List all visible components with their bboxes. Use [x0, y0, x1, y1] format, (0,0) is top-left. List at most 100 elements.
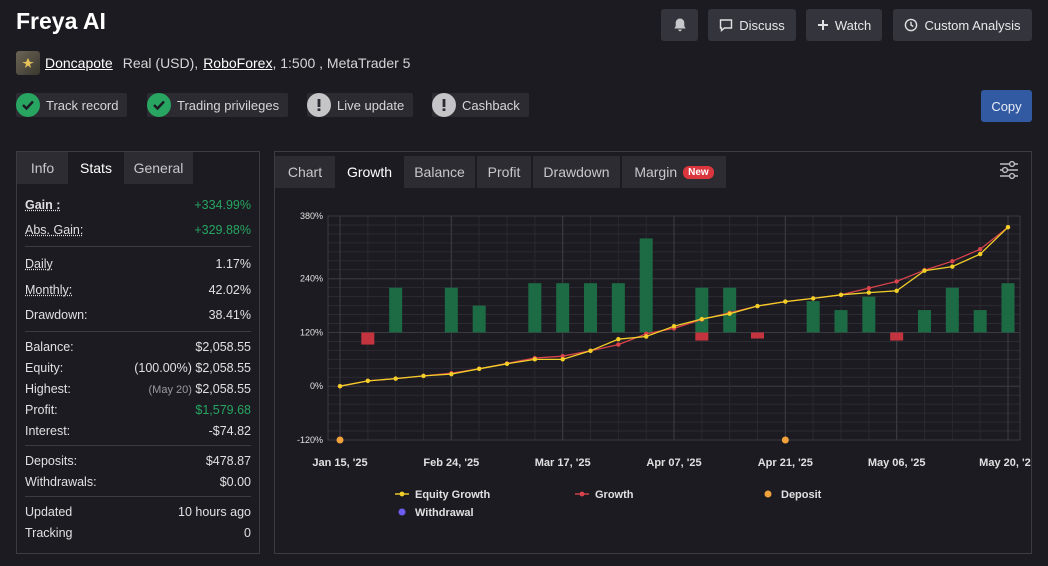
legend-label: Equity Growth: [415, 489, 490, 501]
highest-value: $2,058.55: [195, 381, 251, 396]
drawdown-value: 38.41%: [208, 308, 251, 322]
account-user-link[interactable]: Doncapote: [45, 55, 113, 71]
custom-analysis-label: Custom Analysis: [924, 17, 1021, 33]
legend-label: Growth: [595, 489, 634, 501]
tab-margin-label: Margin: [634, 164, 678, 180]
badge-track-record[interactable]: Track record: [16, 93, 128, 117]
bar-positive: [973, 310, 987, 333]
equity-label: Equity:: [25, 360, 64, 375]
highest-label: Highest:: [25, 381, 71, 396]
equity-point: [783, 299, 788, 304]
equity-point: [532, 357, 538, 362]
tab-growth[interactable]: Growth: [337, 156, 402, 188]
bar-positive: [389, 287, 403, 333]
tab-general[interactable]: General: [124, 152, 193, 184]
stats-panel: Info Stats General Gain : +334.99% Abs. …: [16, 151, 260, 554]
stat-highest: Highest: (May 20) $2,058.55: [25, 378, 251, 399]
equity-point: [699, 316, 705, 322]
eagle-icon: [22, 58, 34, 68]
badge-cashback[interactable]: Cashback: [432, 93, 529, 117]
new-badge: New: [683, 165, 714, 179]
gain-value: +334.99%: [194, 197, 251, 212]
broker-link[interactable]: RoboForex: [203, 55, 273, 71]
notification-button[interactable]: [661, 9, 698, 41]
bar-positive: [862, 296, 876, 333]
x-tick-label: Apr 21, '25: [758, 457, 813, 469]
chart-settings-button[interactable]: [998, 160, 1020, 183]
equity-point: [810, 296, 816, 301]
growth-point: [977, 246, 983, 252]
tab-chart[interactable]: Chart: [275, 156, 335, 188]
equity-point: [476, 366, 482, 371]
deposits-label: Deposits:: [25, 453, 78, 468]
badge-trading-privileges[interactable]: Trading privileges: [147, 93, 289, 117]
bar-positive: [584, 283, 597, 333]
page-title: Freya AI: [16, 8, 106, 34]
exclamation-icon: [432, 93, 456, 117]
equity-point: [1005, 225, 1011, 230]
check-icon: [147, 93, 171, 117]
equity-point: [337, 384, 343, 389]
equity-point: [894, 288, 899, 294]
bar-positive: [556, 283, 570, 333]
bar-negative: [361, 332, 375, 345]
account-info: Doncapote Real (USD), RoboForex , 1:500 …: [16, 51, 410, 75]
equity-point: [588, 348, 593, 354]
tab-profit[interactable]: Profit: [477, 156, 531, 188]
growth-point: [560, 354, 565, 359]
tab-balance[interactable]: Balance: [404, 156, 475, 188]
badge-label: Track record: [46, 97, 119, 113]
equity-point: [365, 378, 371, 384]
abs-gain-label[interactable]: Abs. Gain:: [25, 222, 84, 237]
equity-point: [504, 361, 510, 367]
account-type: Real (USD),: [122, 55, 199, 71]
bar-positive: [472, 305, 486, 333]
bell-icon: [673, 18, 686, 32]
monthly-label[interactable]: Monthly:: [25, 283, 73, 297]
y-tick-label: -120%: [297, 435, 323, 445]
avatar[interactable]: [16, 51, 40, 75]
tab-stats[interactable]: Stats: [70, 152, 122, 184]
equity-value: $2,058.55: [195, 360, 251, 375]
legend-label: Deposit: [781, 489, 822, 501]
bar-positive: [528, 283, 542, 333]
x-tick-label: May 20, '25: [979, 457, 1031, 469]
deposit-marker: [336, 436, 344, 444]
equity-point: [727, 311, 732, 316]
stat-drawdown: Drawdown: 38.41%: [25, 303, 251, 327]
gain-label[interactable]: Gain :: [25, 197, 61, 212]
equity-point: [643, 334, 649, 339]
x-tick-label: Apr 07, '25: [646, 457, 701, 469]
equity-pct: (100.00%): [134, 360, 192, 375]
equity-point: [977, 251, 983, 257]
badge-live-update[interactable]: Live update: [307, 93, 414, 117]
stat-equity: Equity: (100.00%) $2,058.55: [25, 357, 251, 378]
balance-value: $2,058.55: [195, 339, 251, 354]
legend-swatch: [764, 490, 772, 498]
watch-button[interactable]: Watch: [806, 9, 882, 41]
tab-info[interactable]: Info: [17, 152, 68, 184]
updated-value: 10 hours ago: [178, 504, 251, 519]
stat-balance: Balance: $2,058.55: [25, 336, 251, 357]
x-tick-label: Feb 24, '25: [423, 457, 479, 469]
custom-analysis-button[interactable]: Custom Analysis: [893, 9, 1032, 41]
bar-positive: [639, 238, 653, 333]
tracking-value: 0: [244, 525, 251, 540]
copy-button[interactable]: Copy: [981, 90, 1032, 122]
daily-label[interactable]: Daily: [25, 257, 53, 271]
equity-point: [838, 292, 844, 298]
bar-positive: [444, 287, 458, 333]
discuss-button[interactable]: Discuss: [708, 9, 796, 41]
stat-profit: Profit: $1,579.68: [25, 399, 251, 420]
bar-positive: [806, 301, 820, 333]
equity-point: [393, 376, 398, 381]
equity-point: [755, 303, 760, 309]
equity-point: [449, 371, 454, 377]
tab-margin[interactable]: Margin New: [622, 156, 726, 188]
account-details: , 1:500 , MetaTrader 5: [272, 55, 411, 71]
badge-label: Cashback: [462, 97, 520, 113]
tab-drawdown[interactable]: Drawdown: [533, 156, 620, 188]
bar-positive: [945, 287, 959, 333]
divider: [25, 445, 251, 446]
equity-point: [671, 324, 677, 329]
